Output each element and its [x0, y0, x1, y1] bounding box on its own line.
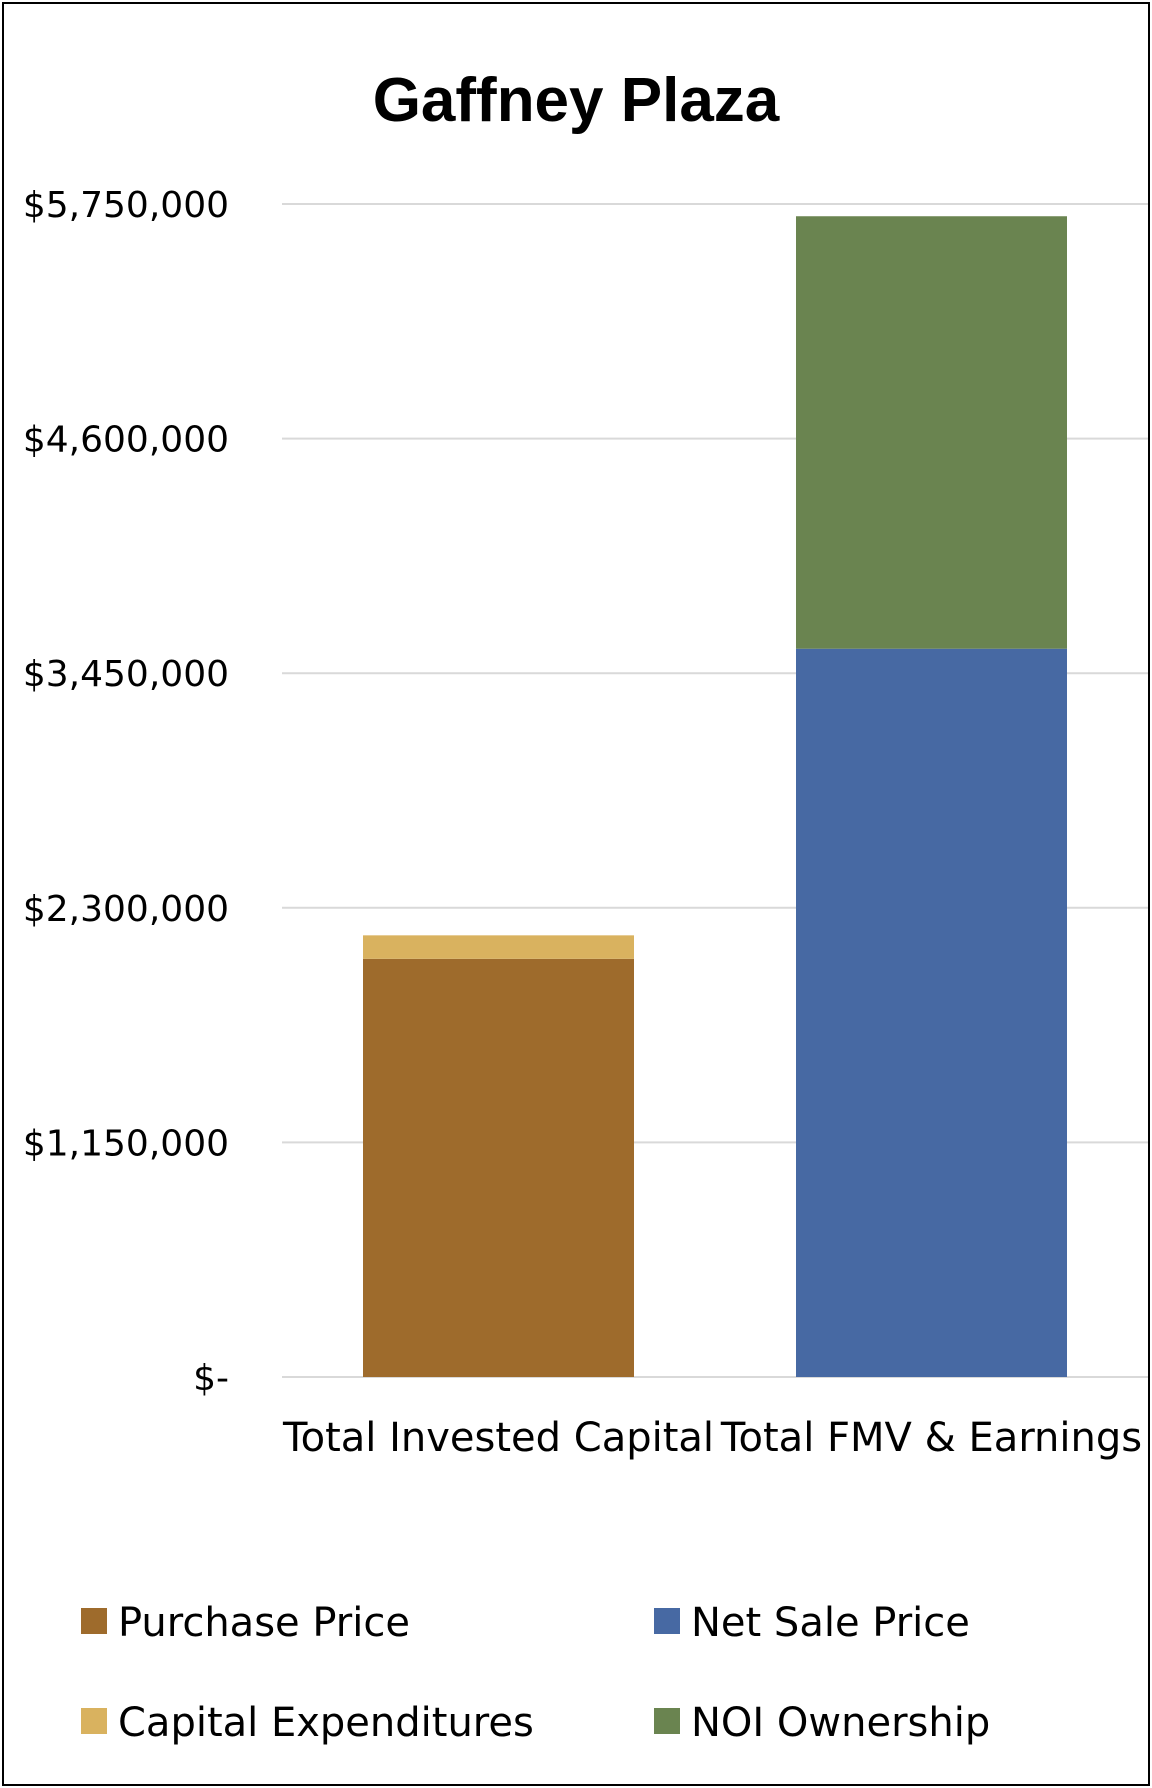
legend-label-0: Purchase Price [118, 1600, 410, 1646]
bar-segment-1-2 [796, 648, 1067, 1377]
bar-segment-0-0 [363, 958, 634, 1377]
legend-swatch-2 [654, 1608, 680, 1634]
chart-title: Gaffney Plaza [373, 66, 780, 135]
y-tick-label-5: $5,750,000 [23, 185, 229, 226]
y-tick-label-0: $- [193, 1358, 229, 1399]
legend-swatch-0 [81, 1608, 107, 1634]
bar-segment-1-3 [796, 216, 1067, 649]
bar-segment-0-1 [363, 935, 634, 959]
category-label-0: Total Invested Capital [282, 1415, 714, 1461]
y-tick-label-3: $3,450,000 [23, 654, 229, 695]
y-tick-label-2: $2,300,000 [23, 889, 229, 930]
legend-label-3: NOI Ownership [691, 1700, 990, 1746]
legend-swatch-3 [654, 1708, 680, 1734]
legend-swatch-1 [81, 1708, 107, 1734]
y-tick-label-4: $4,600,000 [23, 420, 229, 461]
legend-label-2: Net Sale Price [691, 1600, 970, 1646]
y-tick-label-1: $1,150,000 [23, 1123, 229, 1164]
x-axis-category-labels: Total Invested Capital Total FMV & Earnin… [282, 1415, 1142, 1461]
bars [363, 216, 1067, 1377]
category-label-1: Total FMV & Earnings [720, 1415, 1142, 1461]
legend-label-1: Capital Expenditures [118, 1700, 534, 1746]
y-axis-tick-labels: $- $1,150,000 $2,300,000 $3,450,000 $4,600,0… [23, 185, 229, 1399]
legend: Purchase Price Net Sale Price Capital Expe… [81, 1600, 990, 1746]
